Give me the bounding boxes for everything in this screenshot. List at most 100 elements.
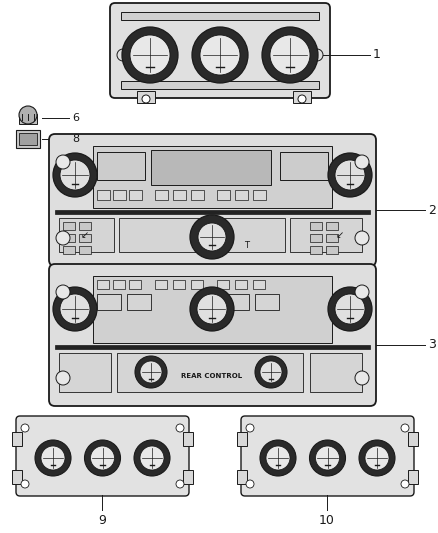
Circle shape	[270, 35, 310, 75]
Bar	[79, 222, 91, 230]
Bar	[183, 470, 193, 484]
Circle shape	[359, 440, 395, 476]
Text: 8: 8	[72, 134, 79, 144]
Text: 88° ⇌ 88°: 88° ⇌ 88°	[197, 173, 225, 177]
Bar	[12, 432, 22, 446]
Circle shape	[130, 35, 170, 75]
Circle shape	[310, 440, 346, 476]
Bar	[293, 91, 311, 103]
Circle shape	[401, 424, 409, 432]
Bar	[310, 222, 322, 230]
Circle shape	[56, 231, 70, 245]
Circle shape	[355, 231, 369, 245]
Bar	[310, 353, 362, 392]
Bar	[121, 12, 319, 20]
FancyBboxPatch shape	[49, 264, 376, 406]
Circle shape	[255, 356, 287, 388]
Bar	[155, 190, 168, 200]
Circle shape	[19, 106, 37, 124]
Circle shape	[315, 446, 339, 470]
Bar	[12, 470, 22, 484]
Circle shape	[401, 480, 409, 488]
Bar	[59, 218, 114, 252]
Bar	[310, 246, 322, 254]
Circle shape	[140, 361, 162, 383]
Circle shape	[135, 356, 167, 388]
Text: 1: 1	[373, 49, 381, 61]
Bar	[129, 280, 141, 289]
Circle shape	[122, 27, 178, 83]
Text: 88°: 88°	[112, 161, 130, 171]
Bar	[93, 276, 332, 343]
Bar	[255, 294, 279, 310]
Bar	[408, 470, 418, 484]
Bar	[205, 218, 285, 252]
Bar	[55, 345, 370, 349]
Bar	[310, 234, 322, 242]
Text: 10: 10	[319, 514, 335, 527]
Circle shape	[246, 424, 254, 432]
Bar	[117, 353, 303, 392]
Circle shape	[117, 49, 129, 61]
Circle shape	[197, 294, 227, 324]
Bar	[191, 190, 204, 200]
Bar	[408, 432, 418, 446]
Circle shape	[60, 294, 90, 324]
Circle shape	[53, 287, 97, 331]
Bar	[97, 280, 109, 289]
Bar	[237, 470, 247, 484]
Circle shape	[60, 160, 90, 190]
Circle shape	[355, 371, 369, 385]
Bar	[280, 152, 328, 180]
Bar	[79, 234, 91, 242]
Circle shape	[260, 440, 296, 476]
Circle shape	[335, 160, 365, 190]
Circle shape	[335, 294, 365, 324]
Bar	[326, 246, 338, 254]
Bar	[225, 294, 249, 310]
Bar	[137, 91, 155, 103]
Text: 2: 2	[428, 204, 436, 216]
Circle shape	[355, 285, 369, 299]
Text: 9: 9	[98, 514, 106, 527]
FancyBboxPatch shape	[49, 134, 376, 266]
Circle shape	[142, 95, 150, 103]
Circle shape	[21, 424, 29, 432]
Circle shape	[311, 49, 323, 61]
Circle shape	[262, 27, 318, 83]
Circle shape	[85, 440, 120, 476]
Bar	[237, 432, 247, 446]
Bar	[127, 294, 151, 310]
Circle shape	[190, 287, 234, 331]
Circle shape	[266, 446, 290, 470]
Bar	[173, 280, 185, 289]
Bar	[19, 114, 37, 124]
FancyBboxPatch shape	[110, 3, 330, 98]
Circle shape	[35, 440, 71, 476]
Circle shape	[91, 446, 114, 470]
Bar	[326, 222, 338, 230]
Bar	[97, 190, 110, 200]
Bar	[253, 190, 266, 200]
Bar	[55, 210, 370, 214]
Bar	[217, 280, 229, 289]
Bar	[290, 218, 362, 252]
Bar	[235, 190, 248, 200]
Bar	[235, 280, 247, 289]
Circle shape	[21, 480, 29, 488]
Circle shape	[260, 361, 282, 383]
Bar	[191, 280, 203, 289]
Circle shape	[200, 35, 240, 75]
Text: DUAL FRONT: DUAL FRONT	[191, 157, 231, 161]
Circle shape	[198, 223, 226, 251]
Bar	[63, 246, 75, 254]
Bar	[113, 280, 125, 289]
Bar	[195, 294, 219, 310]
Bar	[151, 150, 271, 185]
Bar	[16, 130, 40, 148]
FancyBboxPatch shape	[241, 416, 414, 496]
Circle shape	[246, 480, 254, 488]
Text: ↙: ↙	[81, 230, 89, 240]
Circle shape	[355, 155, 369, 169]
Circle shape	[41, 446, 65, 470]
